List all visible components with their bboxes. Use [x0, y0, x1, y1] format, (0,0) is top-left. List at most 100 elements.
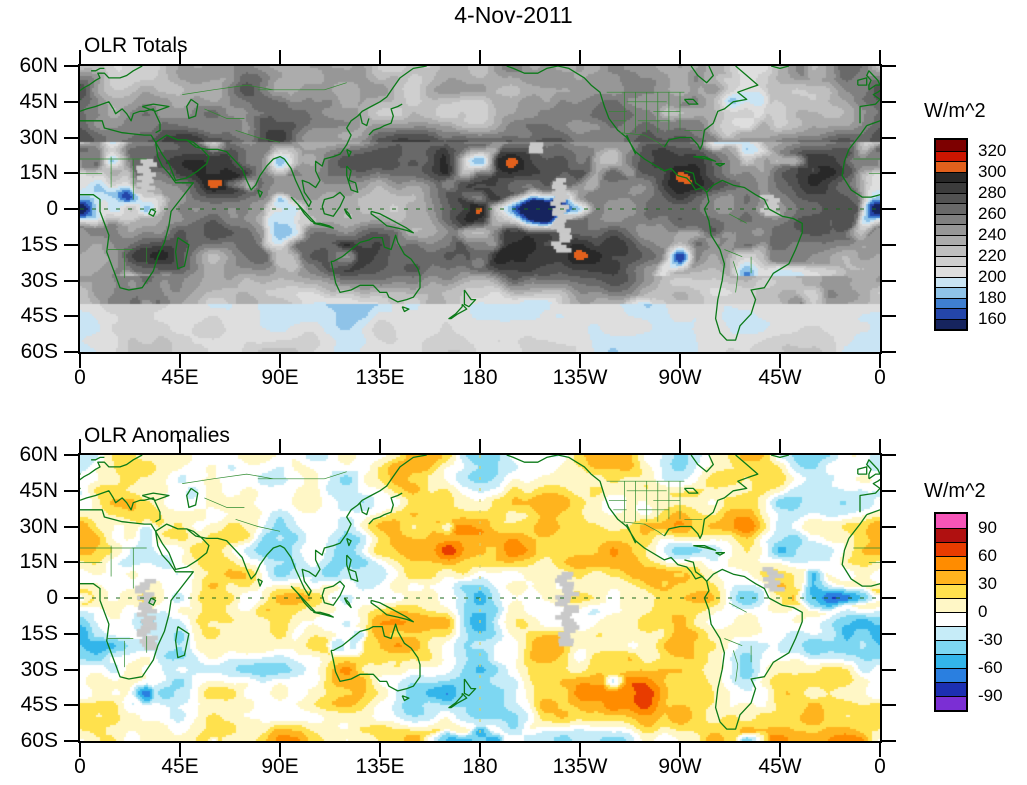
coastline-overlay [80, 455, 880, 741]
map-plot-area-anomalies [78, 453, 882, 743]
x-tick-label: 0 [874, 755, 886, 778]
x-tick-label: 90E [261, 366, 299, 389]
axis-tick [882, 100, 896, 103]
axis-tick [882, 489, 896, 492]
colorbar-segment [936, 682, 966, 696]
x-tick-label: 135W [552, 755, 608, 778]
colorbar-segment [936, 640, 966, 654]
colorbar-units-label: W/m^2 [924, 480, 986, 502]
colorbar-segment [936, 308, 966, 319]
colorbar-tick-label: -60 [978, 658, 1003, 677]
axis-tick [882, 632, 896, 635]
map-plot-area-totals [78, 64, 882, 354]
axis-tick [64, 351, 78, 353]
y-tick-label: 30S [20, 268, 58, 292]
x-tick-label: 90W [658, 366, 702, 389]
axis-tick [64, 315, 78, 318]
axis-tick [179, 439, 181, 453]
x-tick-label: 135E [355, 755, 405, 778]
axis-tick [882, 208, 896, 210]
axis-tick [64, 208, 78, 210]
y-tick-label: 45S [20, 693, 58, 717]
coastline-overlay [80, 66, 880, 341]
colorbar-segment [936, 161, 966, 172]
colorbar-segment [936, 696, 966, 710]
axis-tick [279, 439, 281, 453]
x-tick-label: 180 [462, 366, 498, 389]
axis-tick [779, 743, 781, 757]
axis-tick [679, 743, 681, 757]
colorbar-tick-label: -30 [978, 630, 1003, 649]
panel-olr-totals: OLR Totals W/m^2 320 300 280 260 240 220 200 18… [0, 34, 1027, 424]
colorbar-anomalies [934, 512, 968, 712]
colorbar-segment [936, 514, 966, 528]
axis-tick [479, 354, 481, 368]
axis-tick [64, 136, 78, 139]
axis-tick [779, 439, 781, 453]
axis-tick [579, 743, 581, 757]
axis-tick [779, 354, 781, 368]
x-tick-label: 0 [74, 366, 86, 389]
colorbar-tick-label: 90 [978, 518, 997, 537]
x-tick-label: 0 [74, 755, 86, 778]
colorbar-segment [936, 528, 966, 542]
axis-tick [882, 243, 896, 246]
axis-tick [379, 743, 381, 757]
panel-title-totals: OLR Totals [84, 34, 188, 57]
colorbar-tick-label: 260 [978, 203, 1007, 223]
colorbar-tick-label: -90 [978, 686, 1003, 705]
axis-tick [479, 439, 481, 453]
y-tick-label: 60S [20, 340, 58, 363]
axis-tick [64, 279, 78, 282]
axis-tick [679, 439, 681, 453]
axis-tick [882, 561, 896, 564]
axis-tick [882, 668, 896, 671]
colorbar-tick-label: 180 [978, 287, 1007, 307]
colorbar-segment [936, 570, 966, 584]
colorbar-segment [936, 668, 966, 682]
x-tick-label: 135W [552, 366, 608, 389]
colorbar-segment [936, 297, 966, 308]
colorbar-segment [936, 182, 966, 193]
colorbar-segment [936, 584, 966, 598]
y-tick-label: 60N [19, 54, 58, 77]
axis-tick [64, 243, 78, 246]
colorbar-tick-label: 30 [978, 574, 997, 593]
axis-tick [479, 50, 481, 64]
colorbar-totals [934, 138, 968, 331]
y-tick-label: 30S [20, 657, 58, 681]
axis-tick [79, 743, 81, 757]
axis-tick [879, 50, 881, 64]
y-tick-label: 45S [20, 304, 58, 328]
y-tick-label: 0 [46, 197, 58, 220]
colorbar-tick-label: 60 [978, 546, 997, 565]
axis-tick [882, 525, 896, 528]
colorbar-segment [936, 213, 966, 224]
colorbar-segment [936, 598, 966, 612]
colorbar-tick-label: 220 [978, 245, 1007, 265]
y-tick-label: 15N [19, 161, 58, 185]
y-tick-label: 0 [46, 586, 58, 609]
axis-tick [64, 668, 78, 671]
colorbar-segment [936, 556, 966, 570]
x-tick-label: 0 [874, 366, 886, 389]
axis-tick [879, 439, 881, 453]
axis-tick [882, 65, 896, 67]
axis-tick [64, 632, 78, 635]
colorbar-segment [936, 234, 966, 245]
axis-tick [479, 743, 481, 757]
axis-tick [579, 50, 581, 64]
y-tick-label: 45N [19, 478, 58, 502]
axis-tick [579, 354, 581, 368]
y-tick-label: 60N [19, 443, 58, 466]
panel-olr-anomalies: OLR Anomalies W/m^2 90 60 30 0 -30 -60 -90 60N… [0, 424, 1027, 785]
axis-tick [64, 100, 78, 103]
colorbar-segment [936, 203, 966, 214]
axis-tick [879, 743, 881, 757]
panel-title-anomalies: OLR Anomalies [84, 424, 230, 447]
colorbar-segment [936, 318, 966, 329]
colorbar-tick-label: 300 [978, 161, 1007, 181]
colorbar-tick-label: 200 [978, 266, 1007, 286]
axis-tick [379, 439, 381, 453]
